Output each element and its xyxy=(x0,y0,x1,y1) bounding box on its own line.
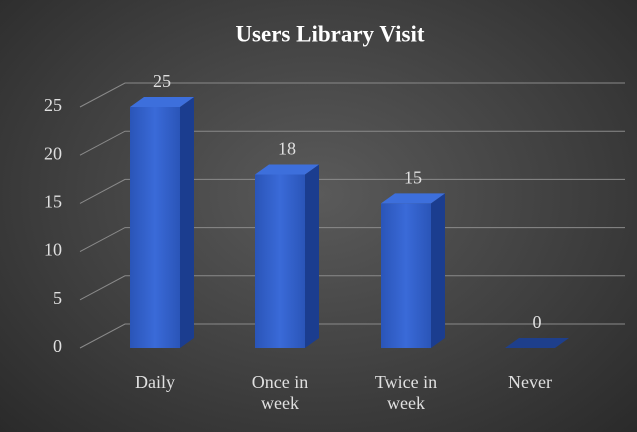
y-tick-label: 0 xyxy=(53,336,62,356)
value-label: 15 xyxy=(404,168,422,188)
y-tick-label: 20 xyxy=(44,143,62,163)
x-tick-label: Never xyxy=(508,372,552,392)
grid-line xyxy=(79,275,625,301)
chart-title: Users Library Visit xyxy=(235,21,424,46)
bar-side xyxy=(431,193,445,348)
y-tick-label: 15 xyxy=(44,192,62,212)
y-tick-label: 25 xyxy=(44,95,62,115)
bar xyxy=(381,203,431,348)
y-tick-label: 5 xyxy=(53,288,62,308)
bar xyxy=(255,174,305,348)
bar-top xyxy=(505,338,569,348)
x-tick-label: Twice in week xyxy=(374,372,438,413)
x-tick-label: Daily xyxy=(135,372,175,392)
value-label: 0 xyxy=(533,312,542,332)
bar-top xyxy=(255,164,319,175)
bar-side xyxy=(180,97,194,348)
y-tick-label: 10 xyxy=(44,240,62,260)
bar xyxy=(130,107,180,348)
bar-top xyxy=(130,97,194,107)
value-label: 25 xyxy=(153,71,171,91)
x-tick-label: Once in week xyxy=(251,372,309,413)
grid-line xyxy=(79,178,625,204)
grid-line xyxy=(79,130,625,156)
grid-line xyxy=(79,82,625,108)
value-label: 18 xyxy=(278,139,296,159)
bar-side xyxy=(305,164,319,348)
grid-line xyxy=(79,227,625,253)
grid-line xyxy=(79,323,625,349)
bar-top xyxy=(381,193,445,204)
